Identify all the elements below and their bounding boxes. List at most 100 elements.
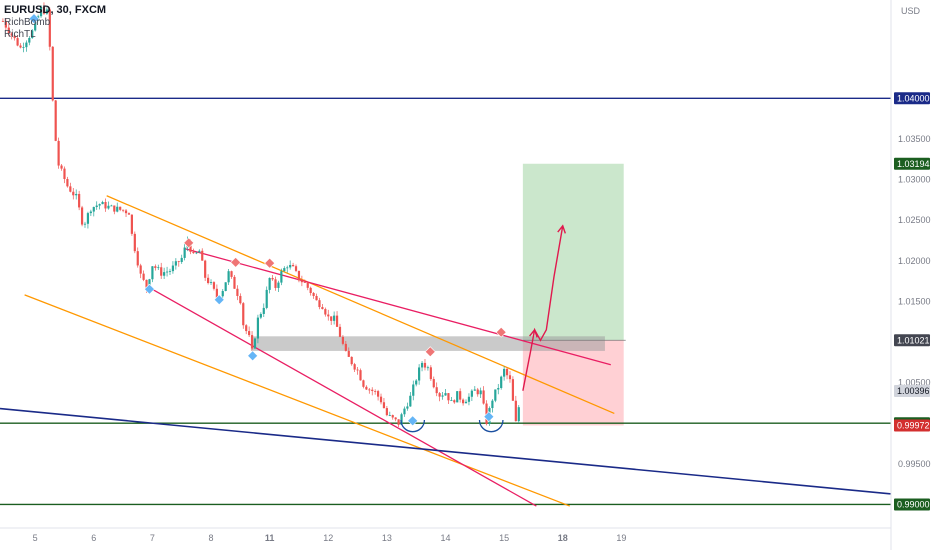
- candle-body: [400, 414, 403, 425]
- projection-path: [522, 225, 564, 391]
- candle-body: [136, 251, 139, 266]
- candle-body: [479, 390, 482, 395]
- candle-body: [160, 267, 163, 276]
- candle-body: [236, 288, 239, 296]
- candle-body: [95, 205, 98, 208]
- candle-body: [142, 273, 145, 280]
- candle-body: [48, 9, 51, 47]
- navy-trend-line: [0, 407, 892, 495]
- price-tag: [894, 385, 930, 398]
- candle-body: [382, 402, 386, 409]
- candle-body: [209, 282, 213, 284]
- candle-body: [271, 277, 274, 280]
- candle-body: [303, 282, 306, 283]
- candle-body: [461, 399, 465, 404]
- candle-body: [51, 46, 54, 101]
- candle-body: [204, 260, 207, 278]
- candle-body: [374, 391, 377, 392]
- target-zone: [522, 163, 624, 341]
- candles-layer: [1, 2, 520, 427]
- price-tag: [894, 92, 930, 105]
- candle-body: [412, 384, 415, 396]
- candle-body: [66, 179, 69, 187]
- red-diamond-marker: [424, 346, 436, 358]
- candle-body: [154, 266, 157, 268]
- candle-body: [69, 186, 72, 192]
- candle-body: [503, 368, 506, 377]
- candle-body: [180, 257, 183, 262]
- candle-body: [151, 266, 154, 280]
- candle-body: [157, 267, 160, 269]
- candle-body: [482, 390, 485, 404]
- horizontal-lines-layer: [0, 97, 891, 506]
- candle-body: [467, 396, 471, 402]
- cup-arc: [400, 419, 426, 433]
- candle-body: [347, 350, 350, 357]
- candle-body: [98, 204, 101, 206]
- candle-body: [344, 343, 347, 351]
- candle-body: [39, 6, 43, 17]
- price-tick-label: 1.03000: [898, 175, 931, 185]
- time-tick-label: 19: [616, 533, 626, 543]
- candle-body: [192, 251, 195, 254]
- blue-diamond-marker: [144, 283, 155, 295]
- candle-body: [1, 21, 5, 22]
- candle-body: [262, 307, 265, 314]
- candle-body: [250, 335, 254, 349]
- price-tick-label: 1.02000: [898, 256, 931, 266]
- blue-diamond-marker: [483, 411, 495, 423]
- price-tick-label: 0.99500: [898, 459, 931, 469]
- candle-body: [379, 396, 383, 403]
- candle-body: [256, 317, 260, 339]
- candle-body: [291, 264, 295, 267]
- price-tag: [894, 334, 930, 347]
- candle-body: [116, 206, 119, 212]
- blue-diamond-marker: [28, 13, 40, 25]
- candle-body: [324, 309, 327, 315]
- candle-body: [321, 307, 324, 310]
- time-tick-label: 6: [91, 533, 96, 543]
- candle-body: [423, 362, 427, 368]
- candle-body: [376, 391, 380, 397]
- price-tick-label: 1.00500: [898, 378, 931, 388]
- candle-body: [464, 401, 468, 404]
- time-tick-label: 12: [323, 533, 333, 543]
- candle-body: [86, 213, 90, 224]
- price-tag: [894, 498, 930, 511]
- projection-arrowhead: [557, 224, 566, 234]
- candle-body: [459, 391, 462, 400]
- symbol-title: EURUSD, 30, FXCM: [4, 4, 107, 16]
- candle-body: [253, 338, 257, 349]
- candle-body: [409, 395, 412, 407]
- time-tick-label: 18: [558, 533, 568, 543]
- red-diamond-marker: [495, 326, 507, 338]
- candle-body: [447, 393, 450, 401]
- red-trend-line: [147, 286, 537, 507]
- candle-body: [268, 277, 271, 290]
- candle-body: [245, 325, 248, 332]
- candle-body: [206, 277, 210, 284]
- candle-body: [171, 265, 175, 272]
- price-axis[interactable]: USD 1.03500 1.03000 1.02500 1.02000 1.01500 1.…: [890, 0, 931, 550]
- currency-label: USD: [901, 6, 921, 16]
- candle-body: [491, 400, 494, 409]
- indicator-richtl[interactable]: RichTL: [4, 29, 36, 40]
- candle-body: [227, 271, 230, 283]
- blue-diamond-marker: [407, 415, 419, 427]
- candle-body: [494, 389, 497, 401]
- price-tag: [894, 157, 930, 170]
- candle-body: [514, 400, 517, 422]
- candle-body: [195, 252, 198, 254]
- indicator-richbomb[interactable]: RichBomb: [4, 17, 51, 28]
- candle-body: [233, 276, 236, 289]
- candle-body: [165, 271, 169, 273]
- candle-body: [289, 264, 292, 268]
- time-axis[interactable]: 5 6 7 8 11 12 13 14 15 18 19: [0, 527, 891, 543]
- candle-body: [25, 42, 28, 48]
- candle-body: [333, 315, 336, 321]
- candle-body: [350, 356, 353, 365]
- candle-body: [476, 389, 479, 395]
- zones-layer: [250, 163, 626, 426]
- price-tag-label: 0.99000: [897, 499, 930, 509]
